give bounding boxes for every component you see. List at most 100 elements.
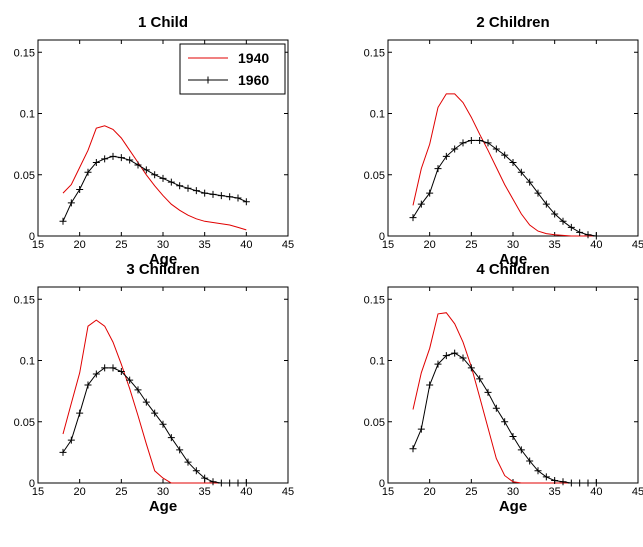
- series-line-1940: [412, 93, 597, 237]
- data-point-1960: [576, 479, 584, 487]
- data-point-1960: [551, 477, 559, 485]
- data-point-1960: [209, 190, 217, 198]
- x-tick-label: 30: [507, 486, 519, 498]
- x-tick-label: 35: [549, 486, 561, 498]
- data-point-1960: [201, 474, 209, 482]
- data-point-1960: [476, 375, 484, 383]
- data-point-1960: [201, 189, 209, 197]
- data-point-1960: [484, 388, 492, 396]
- chart-title: 3 Children: [126, 261, 199, 278]
- y-tick-label: 0.15: [364, 47, 385, 59]
- data-point-1960: [451, 349, 459, 357]
- x-tick-label: 25: [115, 486, 127, 498]
- x-tick-label: 40: [590, 486, 602, 498]
- data-point-1960: [101, 155, 109, 163]
- data-point-1960: [134, 386, 142, 394]
- data-point-1960: [109, 364, 117, 372]
- x-tick-label: 45: [282, 239, 294, 251]
- data-point-1960: [167, 434, 175, 442]
- plot-frame: [37, 286, 289, 484]
- data-point-1960: [509, 432, 517, 440]
- data-point-1960: [242, 479, 250, 487]
- data-point-1960: [542, 473, 550, 481]
- x-tick-label: 40: [240, 239, 252, 251]
- data-point-1960: [226, 479, 234, 487]
- data-point-1960: [167, 178, 175, 186]
- y-tick-label: 0: [29, 231, 35, 243]
- data-point-1960: [217, 192, 225, 200]
- data-point-1960: [459, 354, 467, 362]
- y-tick-label: 0.05: [14, 170, 35, 182]
- data-point-1960: [184, 458, 192, 466]
- x-tick-label: 45: [632, 486, 643, 498]
- data-point-1960: [117, 154, 125, 162]
- x-tick-label: 30: [157, 486, 169, 498]
- data-point-1960: [67, 436, 75, 444]
- data-point-1960: [92, 370, 100, 378]
- data-point-1960: [501, 418, 509, 426]
- chart-title: 1 Child: [138, 14, 188, 31]
- legend-marker-1960: [204, 76, 212, 84]
- y-tick-label: 0: [379, 478, 385, 490]
- plot-frame: [387, 39, 639, 237]
- data-point-1960: [109, 152, 117, 160]
- data-point-1960: [417, 200, 425, 208]
- data-point-1960: [67, 199, 75, 207]
- x-tick-label: 40: [240, 486, 252, 498]
- x-tick-label: 25: [465, 239, 477, 251]
- data-point-1960: [126, 376, 134, 384]
- data-point-1960: [592, 232, 600, 240]
- x-axis-label: Age: [499, 251, 527, 268]
- data-point-1960: [551, 210, 559, 218]
- data-point-1960: [509, 159, 517, 166]
- data-point-1960: [442, 152, 450, 160]
- x-tick-label: 30: [507, 239, 519, 251]
- data-point-1960: [151, 171, 159, 179]
- data-point-1960: [567, 479, 575, 487]
- data-point-1960: [92, 159, 100, 166]
- data-point-1960: [242, 198, 250, 206]
- x-tick-label: 45: [282, 486, 294, 498]
- data-point-1960: [84, 168, 92, 176]
- data-point-1960: [492, 404, 500, 412]
- data-point-1960: [192, 187, 200, 195]
- data-point-1960: [517, 446, 525, 454]
- data-point-1960: [234, 479, 242, 487]
- x-tick-label: 20: [424, 486, 436, 498]
- data-point-1960: [426, 189, 434, 197]
- legend: 1940 1960: [179, 43, 286, 95]
- series-line-1940: [412, 312, 597, 484]
- y-tick-label: 0.1: [20, 356, 35, 368]
- x-axis-label: Age: [499, 498, 527, 515]
- x-tick-label: 15: [382, 239, 394, 251]
- x-tick-label: 20: [74, 486, 86, 498]
- data-point-1960: [59, 217, 67, 225]
- data-point-1960: [101, 364, 109, 372]
- data-point-1960: [176, 182, 184, 190]
- y-tick-label: 0.05: [364, 417, 385, 429]
- y-tick-label: 0.15: [364, 294, 385, 306]
- data-point-1960: [559, 217, 567, 225]
- data-point-1960: [142, 398, 150, 406]
- data-point-1960: [567, 223, 575, 231]
- data-point-1960: [526, 457, 534, 465]
- data-point-1960: [467, 136, 475, 144]
- plot-frame: [387, 286, 639, 484]
- data-point-1960: [584, 231, 592, 239]
- x-tick-label: 15: [32, 239, 44, 251]
- x-tick-label: 40: [590, 239, 602, 251]
- x-axis-label: Age: [149, 251, 177, 268]
- y-tick-label: 0.1: [370, 109, 385, 121]
- subplot-1: 1 Child 15 20 25 30 35 40 45 0 0.05 0.1 0.15 Age 1940…: [14, 14, 295, 268]
- data-point-1960: [126, 156, 134, 164]
- y-tick-label: 0.15: [14, 294, 35, 306]
- y-tick-label: 0.05: [364, 170, 385, 182]
- subplot-3: 3 Children 15 20 25 30 35 40 45 0 0.05 0.1 0.15 Age: [14, 261, 295, 515]
- y-tick-label: 0.1: [370, 356, 385, 368]
- y-tick-label: 0: [379, 231, 385, 243]
- x-tick-label: 30: [157, 239, 169, 251]
- data-point-1960: [417, 425, 425, 433]
- data-point-1960: [467, 364, 475, 372]
- data-point-1960: [517, 168, 525, 176]
- data-point-1960: [592, 479, 600, 487]
